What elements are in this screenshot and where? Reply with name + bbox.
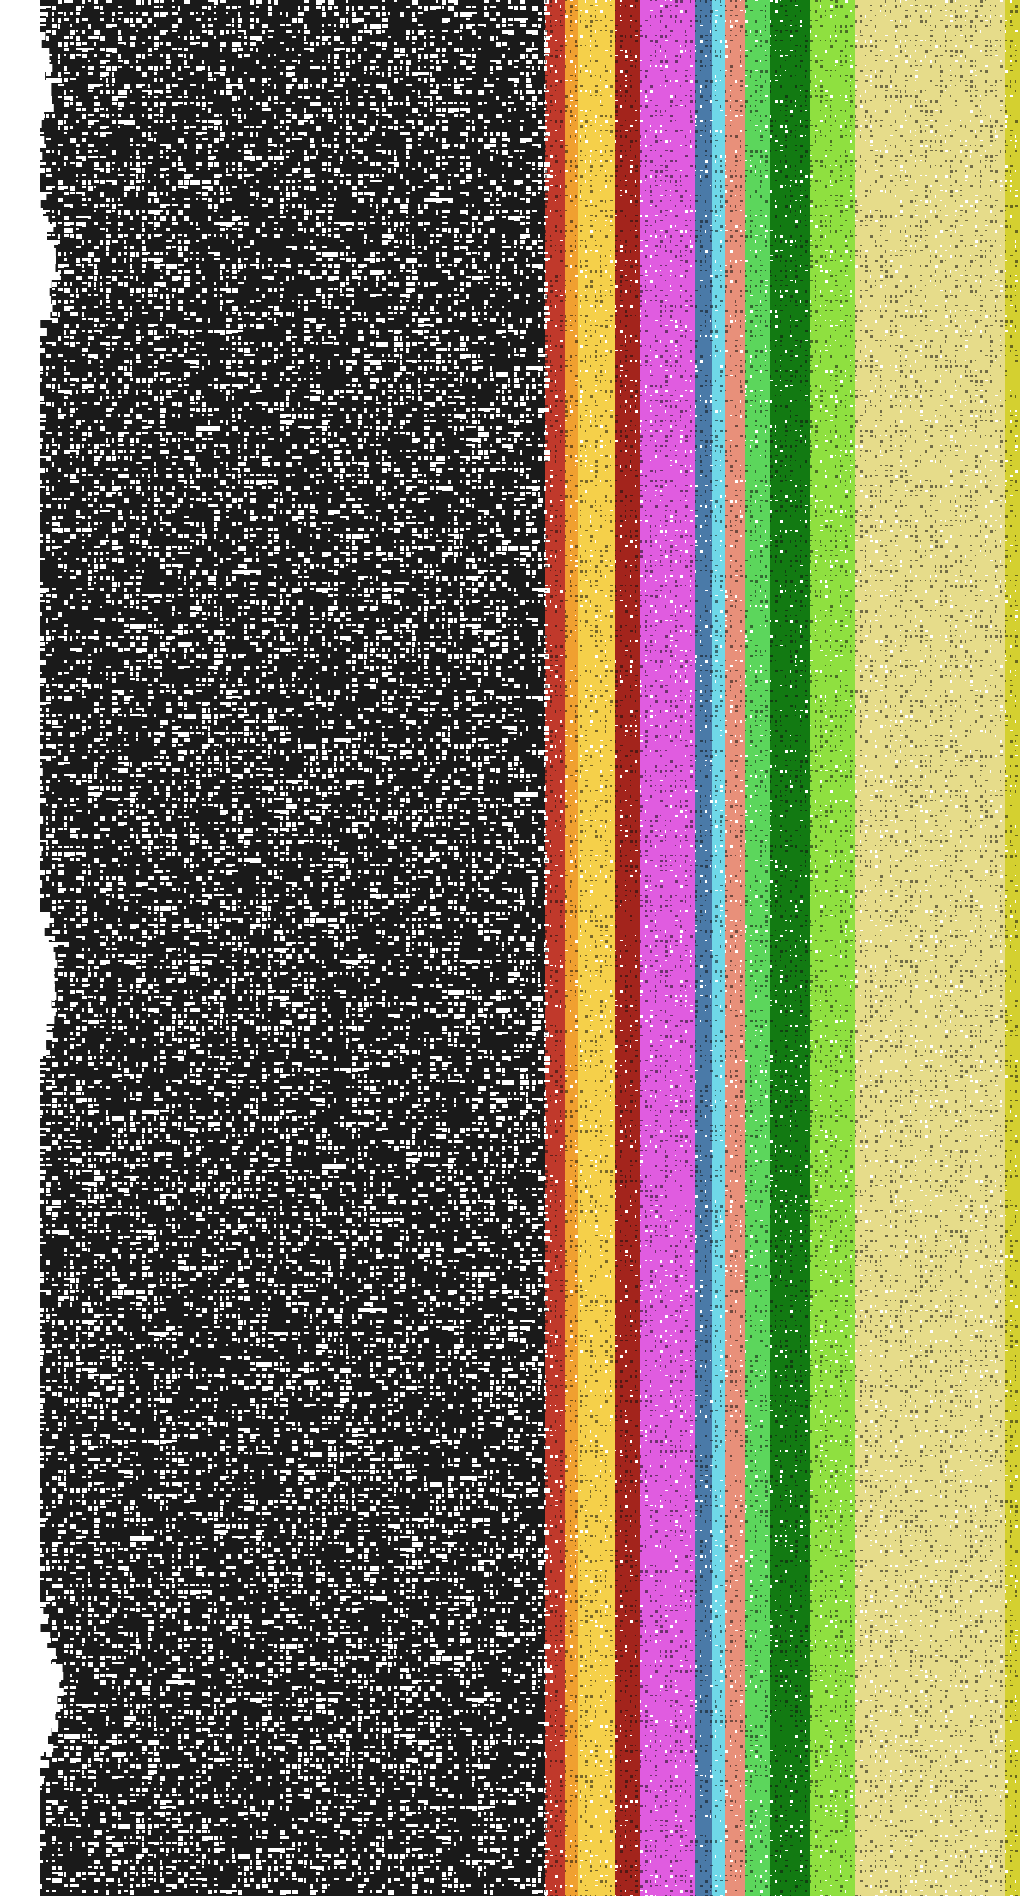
lime-stripe (810, 0, 855, 1896)
cyan-stripe (712, 0, 725, 1896)
dark-red-stripe (615, 0, 640, 1896)
magenta-stripe (640, 0, 695, 1896)
orange-stripe (565, 0, 578, 1896)
khaki-stripe (855, 0, 1005, 1896)
olive-yellow-edge (1005, 0, 1020, 1896)
blue-stripe (695, 0, 712, 1896)
red-stripe (545, 0, 565, 1896)
white-speckles (40, 0, 1018, 1896)
left-white-edge (0, 0, 64, 1896)
